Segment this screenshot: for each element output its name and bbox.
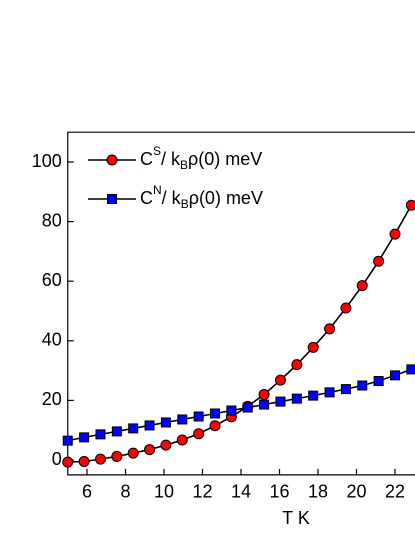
data-point [160, 417, 171, 428]
legend-label-part: B [181, 197, 189, 211]
data-point [128, 423, 139, 434]
data-point [291, 359, 303, 371]
data-point [324, 323, 336, 335]
x-axis-label: T K [282, 508, 310, 528]
data-point [275, 396, 286, 407]
data-point [226, 405, 237, 416]
data-point [356, 280, 368, 292]
data-point [308, 390, 319, 401]
y-tick-label: 0 [52, 449, 62, 469]
data-point [242, 402, 253, 413]
series-line [67, 368, 412, 442]
data-point [389, 228, 401, 240]
data-point [144, 444, 156, 456]
data-point [111, 426, 122, 437]
legend-marker [106, 154, 118, 166]
data-point [78, 455, 90, 467]
x-tick-label: 14 [231, 482, 251, 502]
y-tick-label: 20 [42, 389, 62, 409]
data-point [291, 393, 302, 404]
data-point [373, 376, 384, 387]
y-tick-label: 40 [42, 330, 62, 350]
data-point [62, 435, 73, 446]
data-point [390, 370, 400, 381]
data-point [62, 456, 74, 468]
x-tick-label: 12 [192, 482, 212, 502]
data-point [340, 302, 352, 314]
data-point [111, 450, 123, 462]
x-tick-label: 20 [346, 482, 366, 502]
data-point [274, 374, 286, 386]
legend-label-part: / k [161, 149, 181, 169]
legend-label-part: ρ(0) meV [189, 188, 263, 208]
legend-label: CN/ kBρ(0) meV [140, 183, 263, 211]
data-point [405, 199, 415, 211]
legend-label-part: B [180, 158, 188, 172]
legend-label-part: S [153, 144, 161, 158]
data-point [210, 408, 221, 419]
data-point [144, 420, 155, 431]
plot-frame [67, 131, 415, 476]
legend-label: CS/ kBρ(0) meV [140, 144, 262, 172]
data-point [324, 387, 335, 398]
data-point [340, 384, 351, 395]
data-point [259, 399, 270, 410]
data-point [160, 439, 172, 451]
data-point [307, 341, 319, 353]
data-point [127, 447, 139, 459]
y-tick-label: 60 [42, 270, 62, 290]
legend-label-part: ρ(0) meV [188, 149, 262, 169]
data-point [193, 428, 205, 440]
legend-label-part: C [140, 149, 153, 169]
x-tick-label: 16 [269, 482, 289, 502]
data-point [357, 380, 368, 391]
data-point [94, 453, 106, 465]
data-point [193, 411, 204, 422]
data-point [79, 432, 90, 443]
legend-label-part: N [153, 183, 162, 197]
data-point [95, 429, 106, 440]
x-tick-label: 6 [82, 482, 92, 502]
data-point [258, 388, 270, 400]
data-point [406, 364, 415, 375]
data-point [176, 434, 188, 446]
x-tick-label: 22 [385, 482, 405, 502]
data-point [373, 255, 385, 267]
y-tick-label: 100 [32, 151, 62, 171]
legend-marker [107, 194, 117, 204]
series-line [67, 204, 413, 463]
legend-label-part: / k [162, 188, 182, 208]
y-tick-label: 80 [42, 210, 62, 230]
data-point [177, 414, 188, 425]
legend-label-part: C [140, 188, 153, 208]
x-tick-label: 10 [154, 482, 174, 502]
x-tick-label: 8 [120, 482, 130, 502]
x-tick-label: 18 [308, 482, 328, 502]
data-point [209, 420, 221, 432]
